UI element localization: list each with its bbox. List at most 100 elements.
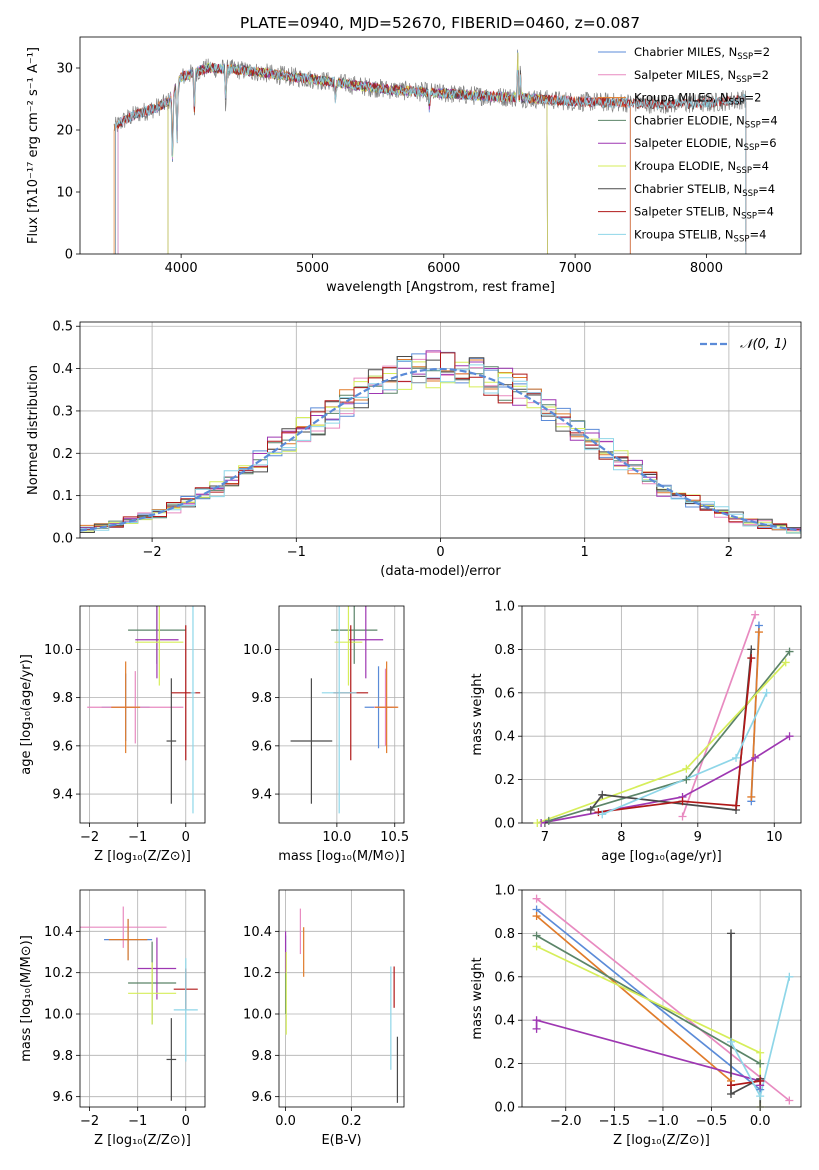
x-tick-label: 5000 [296, 261, 329, 276]
y-tick-label: 0.6 [494, 686, 515, 701]
legend-nssp: =6 [760, 136, 777, 150]
mass-weight-marker [756, 1076, 765, 1085]
legend-nssp: =2 [752, 68, 769, 82]
mass-weight-marker [678, 797, 687, 806]
mass-weight-marker [727, 1081, 736, 1090]
model-spectrum-line [115, 62, 747, 254]
y-axis-label: age [log₁₀(age/yr)] [19, 654, 34, 775]
mass-weight-marker [785, 732, 794, 741]
mass-weight-line [536, 898, 790, 1102]
mass-weight-marker [682, 764, 691, 773]
plot-area [537, 614, 791, 823]
mass-weight-marker [532, 894, 541, 903]
y-tick-label: 0.2 [494, 1057, 515, 1072]
x-tick-label: 6000 [427, 261, 460, 276]
legend-label: Salpeter STELIB, NSSP=4 [634, 205, 774, 222]
mass-vs-metallicity-panel: −2 −1 0 9.6 9.8 10.0 10.2 10.4 Z [log₁₀(Z/Z⊙)] ma… [19, 889, 206, 1148]
plot-area [290, 606, 399, 814]
y-tick-label: 0 [65, 248, 73, 263]
x-tick-label: 4000 [165, 261, 198, 276]
y-tick-label: 9.6 [52, 1090, 73, 1105]
legend-nssp: =2 [753, 45, 770, 59]
y-tick-label: 10 [56, 186, 73, 201]
x-tick-label: 8 [617, 830, 625, 845]
plot-area [80, 906, 198, 1101]
plot-area [80, 350, 801, 534]
y-axis-label: mass weight [470, 673, 485, 755]
mass-weight-marker [747, 645, 756, 654]
x-tick-label: −2.0 [550, 1114, 582, 1129]
mass-weight-marker [532, 942, 541, 951]
y-tick-label: 9.6 [52, 739, 73, 754]
legend-subscript: SSP [744, 143, 760, 153]
mass-weight-marker [598, 810, 607, 819]
axes-frame [79, 605, 206, 824]
legend-subscript: SSP [729, 98, 745, 108]
mass-weight-marker [598, 790, 607, 799]
legend-nssp: =4 [761, 113, 778, 127]
mass-weight-marker [751, 610, 760, 619]
x-axis-label: (data-model)/error [380, 564, 501, 579]
mass-weight-marker [751, 753, 760, 762]
y-tick-label: 9.8 [251, 691, 272, 706]
x-tick-label: −2 [143, 545, 162, 560]
x-axis-label: mass [log₁₀(M/M⊙)] [278, 849, 405, 864]
mass-weight-marker [785, 1096, 794, 1105]
x-tick-label: 7000 [559, 261, 592, 276]
mass-vs-extinction-panel: 0.0 0.2 9.6 9.8 10.0 10.2 10.4 E(B-V) [243, 889, 405, 1148]
y-tick-label: 0.2 [494, 773, 515, 788]
axes-frame [521, 605, 802, 824]
age-vs-metallicity-panel: −2 −1 0 9.4 9.6 9.8 10.0 Z [log₁₀(Z/Z⊙)] age [lo… [19, 605, 206, 864]
mass-weight-marker [747, 792, 756, 801]
mass-weight-line [730, 1080, 761, 1087]
y-tick-label: 0.8 [494, 643, 515, 658]
y-tick-label: 10.2 [44, 966, 73, 981]
y-tick-label: 0.4 [494, 1014, 515, 1029]
figure-title: PLATE=0940, MJD=52670, FIBERID=0460, z=0… [240, 14, 640, 32]
x-axis-label: Z [log₁₀(Z/Z⊙)] [94, 1133, 191, 1148]
y-tick-label: 10.4 [243, 925, 272, 940]
legend-label: Kroupa STELIB, NSSP=4 [634, 227, 766, 244]
y-axis-label: Flux [fλ10⁻¹⁷ erg cm⁻² s⁻¹ A⁻¹] [26, 47, 41, 244]
mass-weight-marker [727, 1089, 736, 1098]
y-tick-label: 9.6 [251, 739, 272, 754]
mass-weight-marker [682, 775, 691, 784]
mass-weight-marker [756, 1048, 765, 1057]
legend-subscript: SSP [742, 189, 758, 199]
spectrum-legend: Chabrier MILES, NSSP=2 Salpeter MILES, NS… [598, 45, 778, 244]
plot-area [113, 49, 747, 254]
mass-weight-marker [762, 688, 771, 697]
x-axis-label: wavelength [Angstrom, rest frame] [326, 280, 555, 295]
legend-label: Kroupa ELODIE, NSSP=4 [634, 159, 769, 176]
legend-subscript: SSP [737, 52, 753, 62]
mass-weight-marker [532, 931, 541, 940]
y-tick-label: 0.0 [52, 532, 73, 547]
legend-nssp: =4 [752, 159, 769, 173]
residual-histogram-step [80, 360, 801, 534]
plot-area [87, 606, 201, 814]
y-tick-label: 0.5 [52, 320, 73, 335]
x-tick-label: −2 [80, 1114, 99, 1129]
legend-nssp: =4 [757, 205, 774, 219]
mass-weight-marker [732, 801, 741, 810]
y-tick-label: 10.0 [44, 643, 73, 658]
residual-histogram-step [80, 361, 801, 533]
mass-weight-marker [754, 628, 763, 637]
axes-frame [79, 36, 802, 255]
y-tick-label: 30 [56, 62, 73, 77]
mass-weight-marker [781, 658, 790, 667]
y-tick-label: 9.4 [251, 788, 272, 803]
model-spectrum-line [115, 62, 747, 254]
x-tick-label: 10 [766, 830, 783, 845]
mass-weight-line [536, 945, 762, 1107]
axes-frame [79, 889, 206, 1108]
x-tick-label: 0 [182, 830, 190, 845]
y-tick-label: 0.4 [52, 362, 73, 377]
x-axis-label: E(B-V) [321, 1133, 361, 1148]
plot-area [284, 908, 399, 1103]
legend-label: Chabrier STELIB, NSSP=4 [634, 182, 775, 199]
x-tick-label: 0.2 [341, 1114, 362, 1129]
mass-weight-marker [785, 647, 794, 656]
mass-weight-marker [727, 1037, 736, 1046]
mass-weight-marker [756, 1103, 765, 1111]
